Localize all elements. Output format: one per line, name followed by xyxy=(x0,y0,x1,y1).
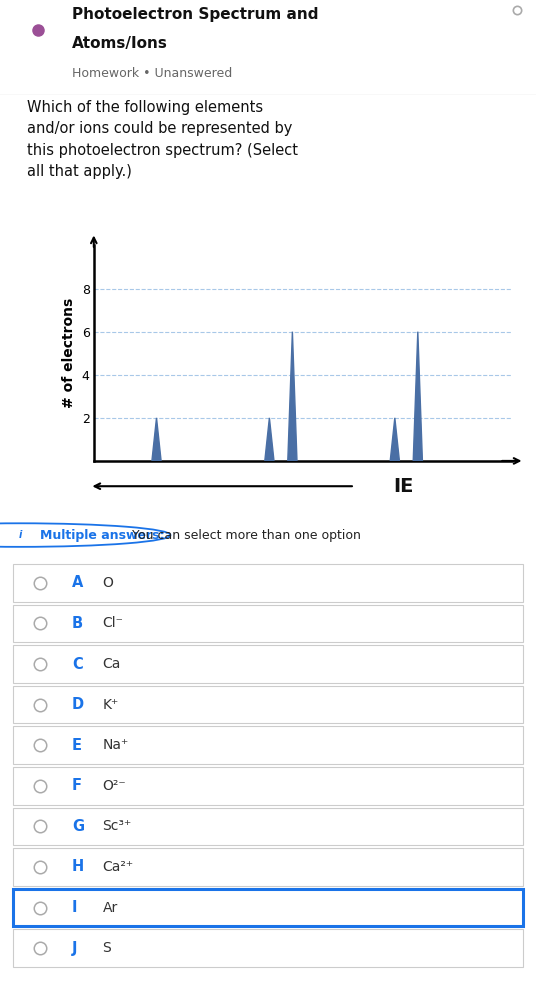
Text: Multiple answers:: Multiple answers: xyxy=(40,529,165,541)
Text: Na⁺: Na⁺ xyxy=(102,738,129,753)
Text: Atoms/Ions: Atoms/Ions xyxy=(72,36,168,51)
Text: G: G xyxy=(72,819,84,834)
Text: D: D xyxy=(72,697,84,712)
Text: B: B xyxy=(72,616,83,631)
Polygon shape xyxy=(265,418,274,461)
Text: O: O xyxy=(102,576,114,590)
Text: S: S xyxy=(102,941,111,955)
Text: F: F xyxy=(72,779,82,794)
Polygon shape xyxy=(390,418,399,461)
Text: O²⁻: O²⁻ xyxy=(102,779,126,793)
Text: IE: IE xyxy=(393,477,414,496)
Text: Which of the following elements
and/or ions could be represented by
this photoel: Which of the following elements and/or i… xyxy=(27,100,298,179)
Polygon shape xyxy=(288,332,297,461)
Text: A: A xyxy=(72,575,83,590)
Text: H: H xyxy=(72,860,84,875)
Text: Cl⁻: Cl⁻ xyxy=(102,616,123,630)
Text: J: J xyxy=(72,941,78,956)
Text: i: i xyxy=(19,530,22,540)
Text: Photoelectron Spectrum and: Photoelectron Spectrum and xyxy=(72,7,319,22)
Text: You can select more than one option: You can select more than one option xyxy=(128,529,360,541)
Text: Ar: Ar xyxy=(102,901,118,915)
Polygon shape xyxy=(152,418,161,461)
Text: K⁺: K⁺ xyxy=(102,697,119,711)
Text: E: E xyxy=(72,737,82,753)
Text: Homework • Unanswered: Homework • Unanswered xyxy=(72,66,233,79)
Polygon shape xyxy=(413,332,422,461)
Text: I: I xyxy=(72,900,78,915)
Text: Ca: Ca xyxy=(102,657,121,671)
Text: Sc³⁺: Sc³⁺ xyxy=(102,820,132,834)
Text: Ca²⁺: Ca²⁺ xyxy=(102,860,133,874)
Text: C: C xyxy=(72,656,83,671)
Y-axis label: # of electrons: # of electrons xyxy=(62,298,76,409)
